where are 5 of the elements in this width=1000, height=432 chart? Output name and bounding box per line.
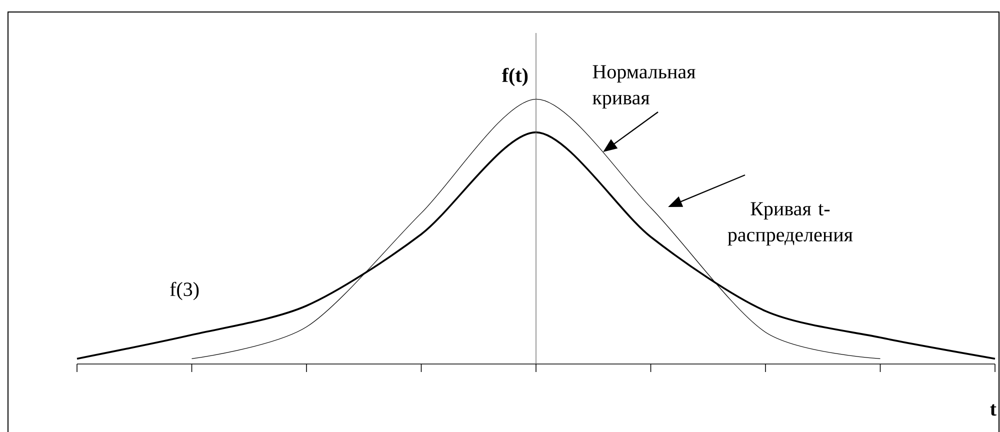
annotation: f(3) xyxy=(170,282,199,300)
series-label: Нормальная кривая xyxy=(592,65,696,109)
y-axis-title: f(t) xyxy=(502,68,528,86)
x-axis-title: t xyxy=(990,404,996,416)
legend-label: Кривая t-распределения xyxy=(728,202,853,246)
